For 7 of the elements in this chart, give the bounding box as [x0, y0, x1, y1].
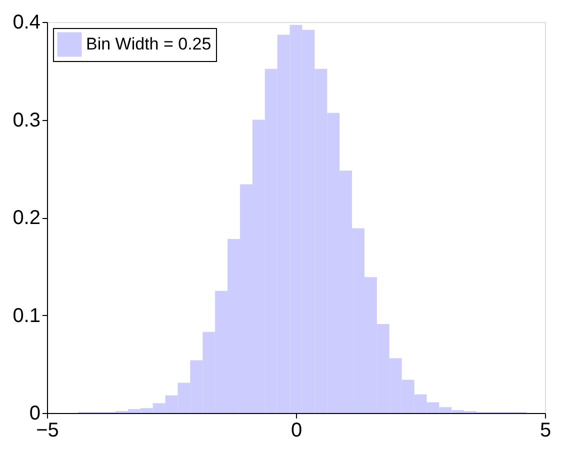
y-tick-label: 0.3 [12, 109, 40, 132]
legend-label: Bin Width = 0.25 [86, 34, 212, 54]
x-tick-label: 5 [540, 420, 552, 442]
y-tick-label: 0.2 [12, 207, 40, 229]
y-tick-label: 0.1 [12, 304, 40, 327]
y-tick-label: 0.4 [12, 12, 40, 34]
x-tick-label: 0 [290, 420, 302, 442]
